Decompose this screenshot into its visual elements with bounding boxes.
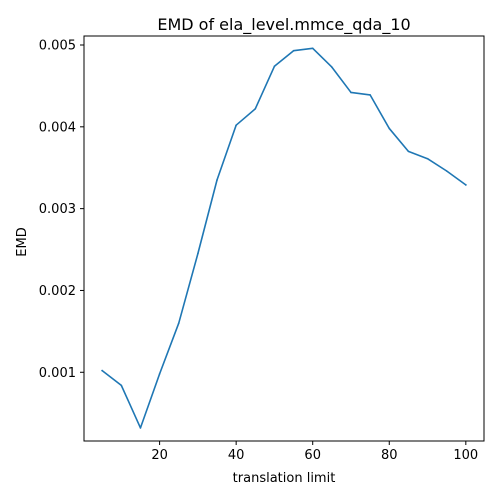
- x-tick-label: 100: [453, 448, 478, 463]
- data-point: [158, 373, 161, 375]
- x-axis-label: translation limit: [233, 471, 336, 486]
- y-tick-label: 0.003: [39, 202, 76, 217]
- data-point: [177, 322, 180, 324]
- data-point: [120, 384, 123, 387]
- data-point: [216, 179, 218, 181]
- y-tick-label: 0.001: [39, 366, 76, 381]
- data-point: [311, 47, 314, 50]
- x-tick-label: 80: [381, 448, 398, 463]
- x-tick-label: 60: [304, 448, 321, 463]
- data-point: [331, 66, 333, 68]
- y-tick-label: 0.002: [39, 284, 76, 299]
- chart-title: EMD of ela_level.mmce_qda_10: [157, 15, 410, 35]
- x-tick-label: 20: [151, 448, 168, 463]
- y-axis-label: EMD: [15, 227, 30, 256]
- data-point: [254, 108, 257, 110]
- data-point: [407, 150, 410, 153]
- data-point: [426, 157, 429, 160]
- y-tick-label: 0.005: [39, 39, 76, 54]
- data-point: [388, 127, 391, 130]
- x-tick-label: 40: [228, 448, 245, 463]
- data-point: [273, 65, 276, 68]
- data-point: [139, 427, 142, 429]
- axes: 20 40 60 80 100 0.001 0.002 0.003 0.004 0.005: [39, 35, 485, 463]
- data-point: [465, 184, 467, 186]
- y-tick-label: 0.004: [39, 120, 76, 135]
- data-point: [369, 94, 371, 96]
- data-point: [350, 91, 352, 94]
- data-point: [445, 170, 448, 172]
- axes-frame: [83, 35, 485, 442]
- data-point: [292, 49, 295, 52]
- data-point: [197, 252, 199, 255]
- data-point: [101, 369, 103, 372]
- plot-area: [101, 47, 467, 429]
- data-point: [235, 124, 237, 126]
- series-line-0: [101, 47, 467, 429]
